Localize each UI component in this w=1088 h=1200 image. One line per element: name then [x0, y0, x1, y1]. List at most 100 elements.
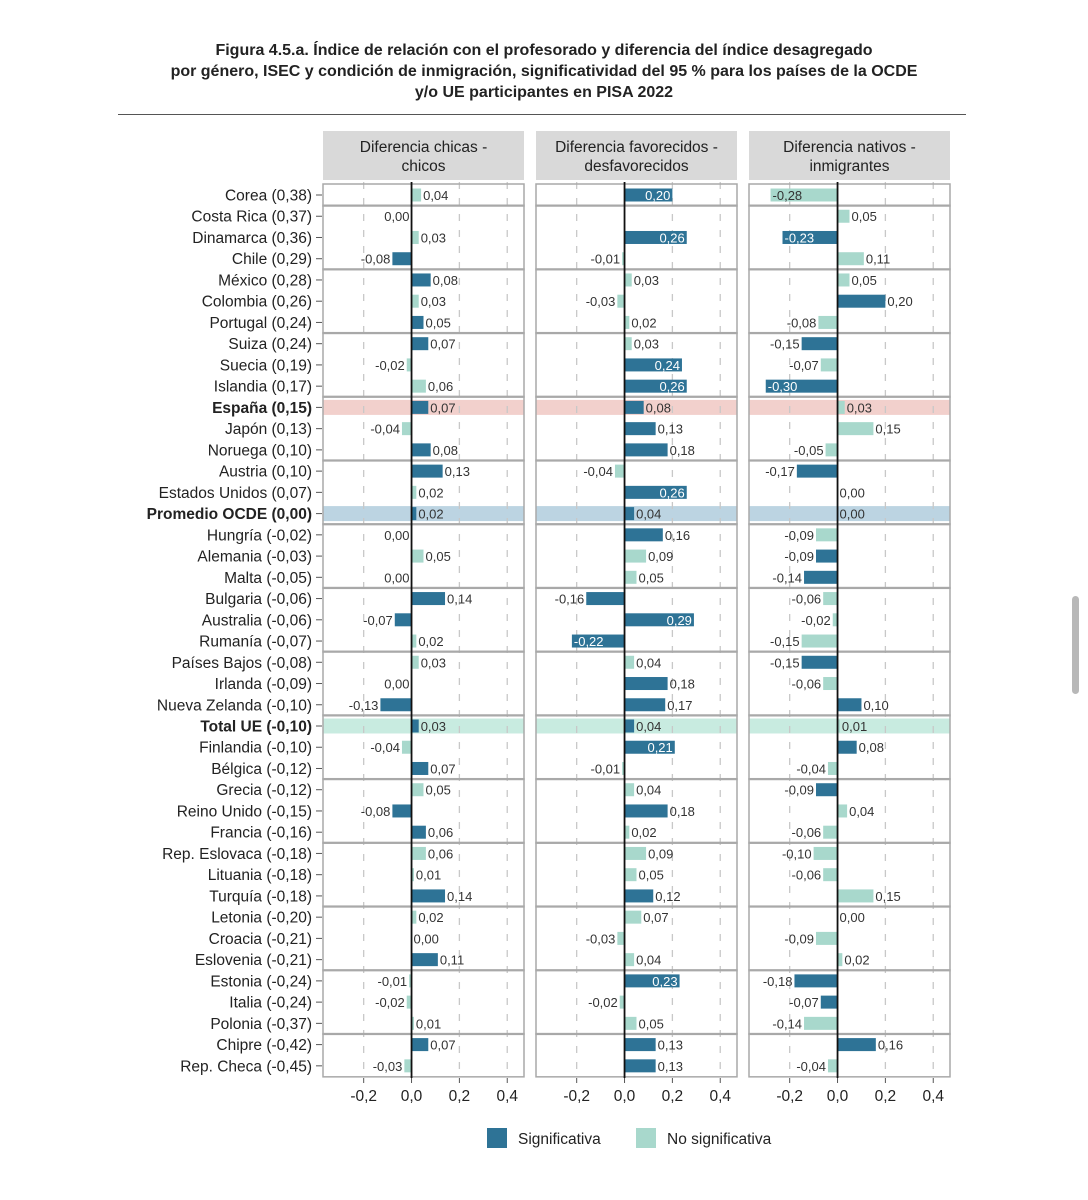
facet-frame [748, 650, 951, 717]
value-label: 0,26 [659, 485, 684, 500]
country-label: Suiza (0,24) [228, 336, 312, 353]
facet-frame [535, 905, 738, 972]
value-label: -0,03 [586, 294, 616, 309]
country-label: Islandia (0,17) [214, 379, 312, 396]
bar [818, 315, 838, 329]
bar [411, 592, 446, 606]
facet-frame [322, 650, 525, 717]
value-label: 0,13 [658, 1059, 683, 1074]
bar [624, 1059, 656, 1073]
bar [624, 273, 632, 287]
value-label: 0,05 [639, 1016, 664, 1031]
value-label: 0,06 [428, 379, 453, 394]
bar [624, 783, 635, 797]
country-label: Países Bajos (-0,08) [172, 655, 312, 672]
country-label: Suecia (0,19) [220, 357, 312, 374]
panel-title: Diferencia chicas - [360, 139, 488, 156]
value-label: -0,04 [796, 761, 826, 776]
value-label: 0,29 [667, 613, 692, 628]
value-label: 0,18 [670, 804, 695, 819]
bar [392, 804, 412, 818]
facet-frame [748, 969, 951, 1036]
bar [411, 868, 414, 882]
facet-frame [535, 183, 738, 207]
bar [624, 570, 637, 584]
facet-frame [322, 969, 525, 1036]
value-label: 0,11 [440, 953, 464, 968]
value-label: 0,02 [418, 634, 443, 649]
country-label: Rumanía (-0,07) [199, 634, 312, 651]
bar [617, 294, 625, 308]
country-label: México (0,28) [218, 272, 312, 289]
country-label: Dinamarca (0,36) [192, 230, 312, 247]
value-label: 0,04 [636, 783, 661, 798]
bar [411, 379, 426, 393]
facet-frame [535, 586, 738, 653]
value-label: 0,07 [430, 761, 455, 776]
facet-frame [748, 331, 951, 398]
value-label: 0,06 [428, 825, 453, 840]
bar [624, 1038, 656, 1052]
bar [617, 931, 625, 945]
value-label: 0,08 [646, 400, 671, 415]
bar [624, 613, 694, 627]
country-label: Austria (0,10) [219, 464, 312, 481]
value-label: 0,03 [847, 400, 872, 415]
bar [624, 804, 668, 818]
title-line-2: por género, ISEC y condición de inmigrac… [170, 63, 918, 80]
value-label: 0,01 [842, 719, 867, 734]
facet-frame [748, 905, 951, 972]
x-tick-label: 0,4 [709, 1088, 731, 1105]
value-label: -0,02 [375, 358, 405, 373]
value-label: -0,09 [784, 528, 814, 543]
value-label: 0,02 [844, 953, 869, 968]
bar [770, 188, 838, 202]
highlight-band [536, 718, 737, 734]
bar [837, 273, 850, 287]
country-label: Alemania (-0,03) [197, 549, 312, 566]
country-label: Japón (0,13) [225, 421, 312, 438]
value-label: -0,09 [784, 549, 814, 564]
scrollbar[interactable] [1072, 596, 1079, 694]
facet-frame [322, 183, 525, 207]
legend-swatch-not-significant [636, 1128, 656, 1148]
x-tick-label: 0,0 [401, 1088, 423, 1105]
bar [624, 889, 654, 903]
bar [837, 889, 874, 903]
bar [411, 655, 419, 669]
title-line-1: Figura 4.5.a. Índice de relación con el … [215, 42, 873, 59]
value-label: 0,08 [433, 443, 458, 458]
bar [624, 910, 642, 924]
bar [816, 783, 838, 797]
value-label: 0,02 [418, 910, 443, 925]
country-label: Finlandia (-0,10) [199, 740, 312, 757]
value-label: -0,02 [588, 995, 618, 1010]
bar [571, 634, 625, 648]
value-label: -0,22 [574, 634, 604, 649]
country-label: Chipre (-0,42) [216, 1037, 312, 1054]
bar [624, 719, 635, 733]
bar [837, 740, 857, 754]
country-label: Reino Unido (-0,15) [177, 803, 312, 820]
value-label: -0,16 [555, 592, 585, 607]
bar [624, 1016, 637, 1030]
bar [837, 400, 845, 414]
facet-frame [748, 395, 951, 462]
country-label: Italia (-0,24) [229, 995, 312, 1012]
facet-frame [535, 714, 738, 781]
panel-header-2 [536, 131, 737, 180]
country-label: Noruega (0,10) [208, 442, 312, 459]
bar [411, 273, 431, 287]
country-label: Nueva Zelanda (-0,10) [157, 697, 312, 714]
bar [624, 315, 630, 329]
bar [619, 995, 625, 1009]
figure-title: Figura 4.5.a. Índice de relación con el … [0, 40, 1088, 103]
facet-frame [748, 183, 951, 207]
value-label: 0,16 [665, 528, 690, 543]
value-label: 0,00 [384, 677, 409, 692]
value-label: 0,14 [447, 889, 472, 904]
bar [411, 294, 419, 308]
bar [411, 761, 429, 775]
country-label: Francia (-0,16) [210, 825, 312, 842]
